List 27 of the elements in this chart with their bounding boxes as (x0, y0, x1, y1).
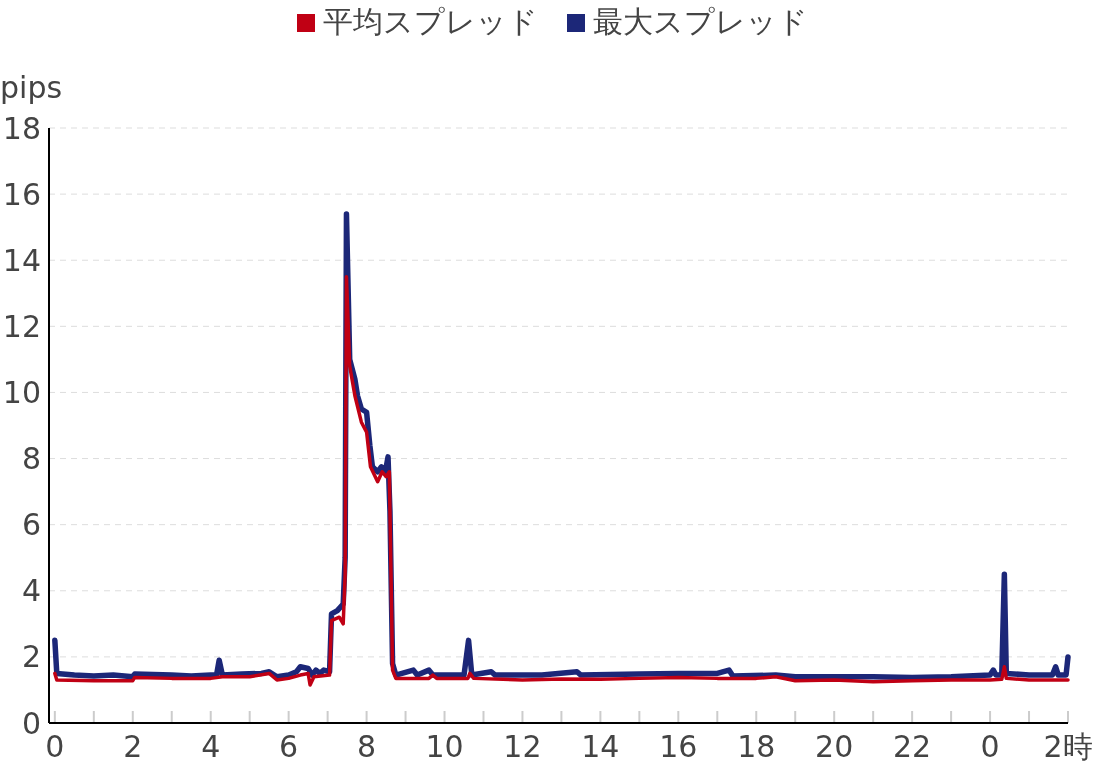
y-tick-label: 12 (2, 308, 41, 344)
x-tick-label: 0 (45, 729, 65, 763)
y-axis-title: pips (0, 70, 63, 105)
y-tick-label: 2 (21, 639, 41, 675)
x-tick-label: 12 (503, 729, 542, 763)
x-tick-label: 14 (581, 729, 620, 763)
y-tick-label: 18 (2, 110, 41, 146)
y-tick-label: 6 (21, 507, 41, 543)
legend-label: 最大スプレッド (593, 4, 808, 39)
x-tick-label: 20 (815, 729, 854, 763)
x-tick-label: 18 (737, 729, 776, 763)
y-tick-label: 14 (2, 242, 41, 278)
legend-label: 平均スプレッド (323, 4, 538, 39)
x-tick-label: 4 (201, 729, 221, 763)
x-tick-label: 6 (279, 729, 299, 763)
y-tick-label: 10 (2, 374, 41, 410)
y-tick-label: 4 (21, 573, 41, 609)
x-tick-label: 2時 (1043, 729, 1093, 763)
x-tick-label: 0 (980, 729, 1000, 763)
x-tick-label: 22 (893, 729, 932, 763)
y-tick-label: 16 (2, 176, 41, 212)
x-tick-label: 2 (123, 729, 143, 763)
x-tick-label: 10 (425, 729, 464, 763)
x-tick-label: 16 (659, 729, 698, 763)
y-tick-label: 0 (21, 705, 41, 741)
x-tick-label: 8 (357, 729, 377, 763)
y-tick-label: 8 (21, 441, 41, 477)
